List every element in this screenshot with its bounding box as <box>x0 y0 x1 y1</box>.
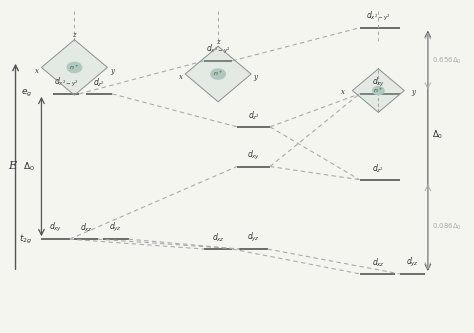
Text: $d_{xy}$: $d_{xy}$ <box>247 149 260 162</box>
Text: x: x <box>341 88 346 96</box>
Text: x: x <box>35 67 39 75</box>
Text: y: y <box>254 73 257 81</box>
Circle shape <box>211 69 226 79</box>
Text: z: z <box>216 38 220 46</box>
Text: z: z <box>73 31 76 39</box>
Text: $d_{z^2}$: $d_{z^2}$ <box>247 110 259 122</box>
Text: $d_{x^2-y^2}$: $d_{x^2-y^2}$ <box>366 10 391 23</box>
Polygon shape <box>353 69 404 112</box>
Text: $d_{yz}$: $d_{yz}$ <box>406 256 419 269</box>
Text: $\Delta_0$: $\Delta_0$ <box>23 160 35 173</box>
Text: $d_{yz}$: $d_{yz}$ <box>109 221 122 234</box>
Text: y: y <box>411 88 415 96</box>
Text: $d_{x^2-y^2}$: $d_{x^2-y^2}$ <box>206 43 230 56</box>
Circle shape <box>373 87 384 95</box>
Text: $d_{x^2-y^2}$: $d_{x^2-y^2}$ <box>54 76 79 89</box>
Text: x: x <box>179 73 183 81</box>
Polygon shape <box>41 40 108 95</box>
Text: $d_{xz}$: $d_{xz}$ <box>372 256 385 269</box>
Text: $n^+$: $n^+$ <box>373 86 383 95</box>
Polygon shape <box>185 46 251 102</box>
Text: $\Delta_0$: $\Delta_0$ <box>432 128 443 141</box>
Text: $d_{xy}$: $d_{xy}$ <box>372 76 385 89</box>
Text: $d_{xz}$: $d_{xz}$ <box>212 232 225 244</box>
Text: $d_{xy}$: $d_{xy}$ <box>49 221 62 234</box>
Text: $n^+$: $n^+$ <box>213 70 223 79</box>
Text: $n^+$: $n^+$ <box>69 63 80 72</box>
Text: $0.656\Delta_0$: $0.656\Delta_0$ <box>432 56 461 66</box>
Text: $e_g$: $e_g$ <box>21 88 32 100</box>
Text: $d_{xz}$: $d_{xz}$ <box>80 222 93 234</box>
Text: $t_{2g}$: $t_{2g}$ <box>18 232 32 246</box>
Text: E: E <box>8 162 16 171</box>
Text: $d_{yz}$: $d_{yz}$ <box>247 231 260 244</box>
Text: y: y <box>110 67 114 75</box>
Circle shape <box>67 62 82 73</box>
Text: $d_{z^2}$: $d_{z^2}$ <box>373 162 384 175</box>
Text: $0.086\Delta_0$: $0.086\Delta_0$ <box>432 222 461 232</box>
Text: $d_{z^2}$: $d_{z^2}$ <box>93 76 105 89</box>
